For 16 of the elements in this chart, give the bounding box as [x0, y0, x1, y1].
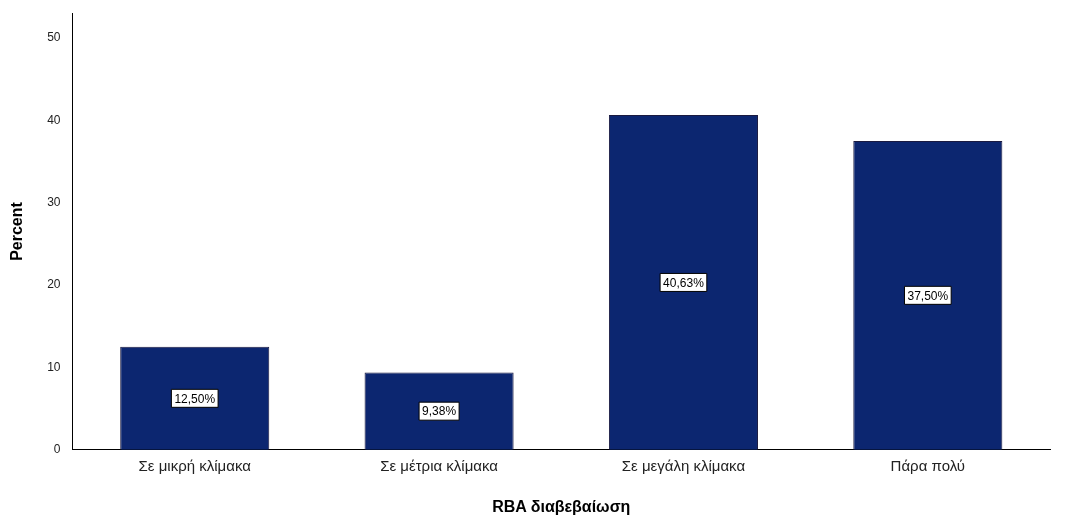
y-axis-title: Percent — [8, 201, 26, 261]
data-label: 37,50% — [907, 288, 949, 303]
y-tick-label: 30 — [47, 194, 61, 209]
y-tick-label: 10 — [47, 359, 61, 374]
x-tick-label: Σε μέτρια κλίμακα — [380, 456, 499, 474]
x-tick-label: Σε μικρή κλίμακα — [138, 456, 252, 474]
y-tick-label: 0 — [53, 442, 61, 457]
data-label: 12,50% — [174, 391, 216, 406]
y-tick-label: 50 — [47, 30, 61, 45]
y-tick-label: 20 — [47, 277, 61, 292]
data-label: 40,63% — [663, 275, 705, 290]
y-tick-label: 40 — [47, 112, 61, 127]
data-label: 9,38% — [422, 404, 457, 419]
x-axis-title: RBA διαβεβαίωση — [492, 497, 631, 515]
x-tick-label: Πάρα πολύ — [890, 456, 966, 474]
x-tick-label: Σε μεγάλη κλίμακα — [621, 456, 746, 474]
